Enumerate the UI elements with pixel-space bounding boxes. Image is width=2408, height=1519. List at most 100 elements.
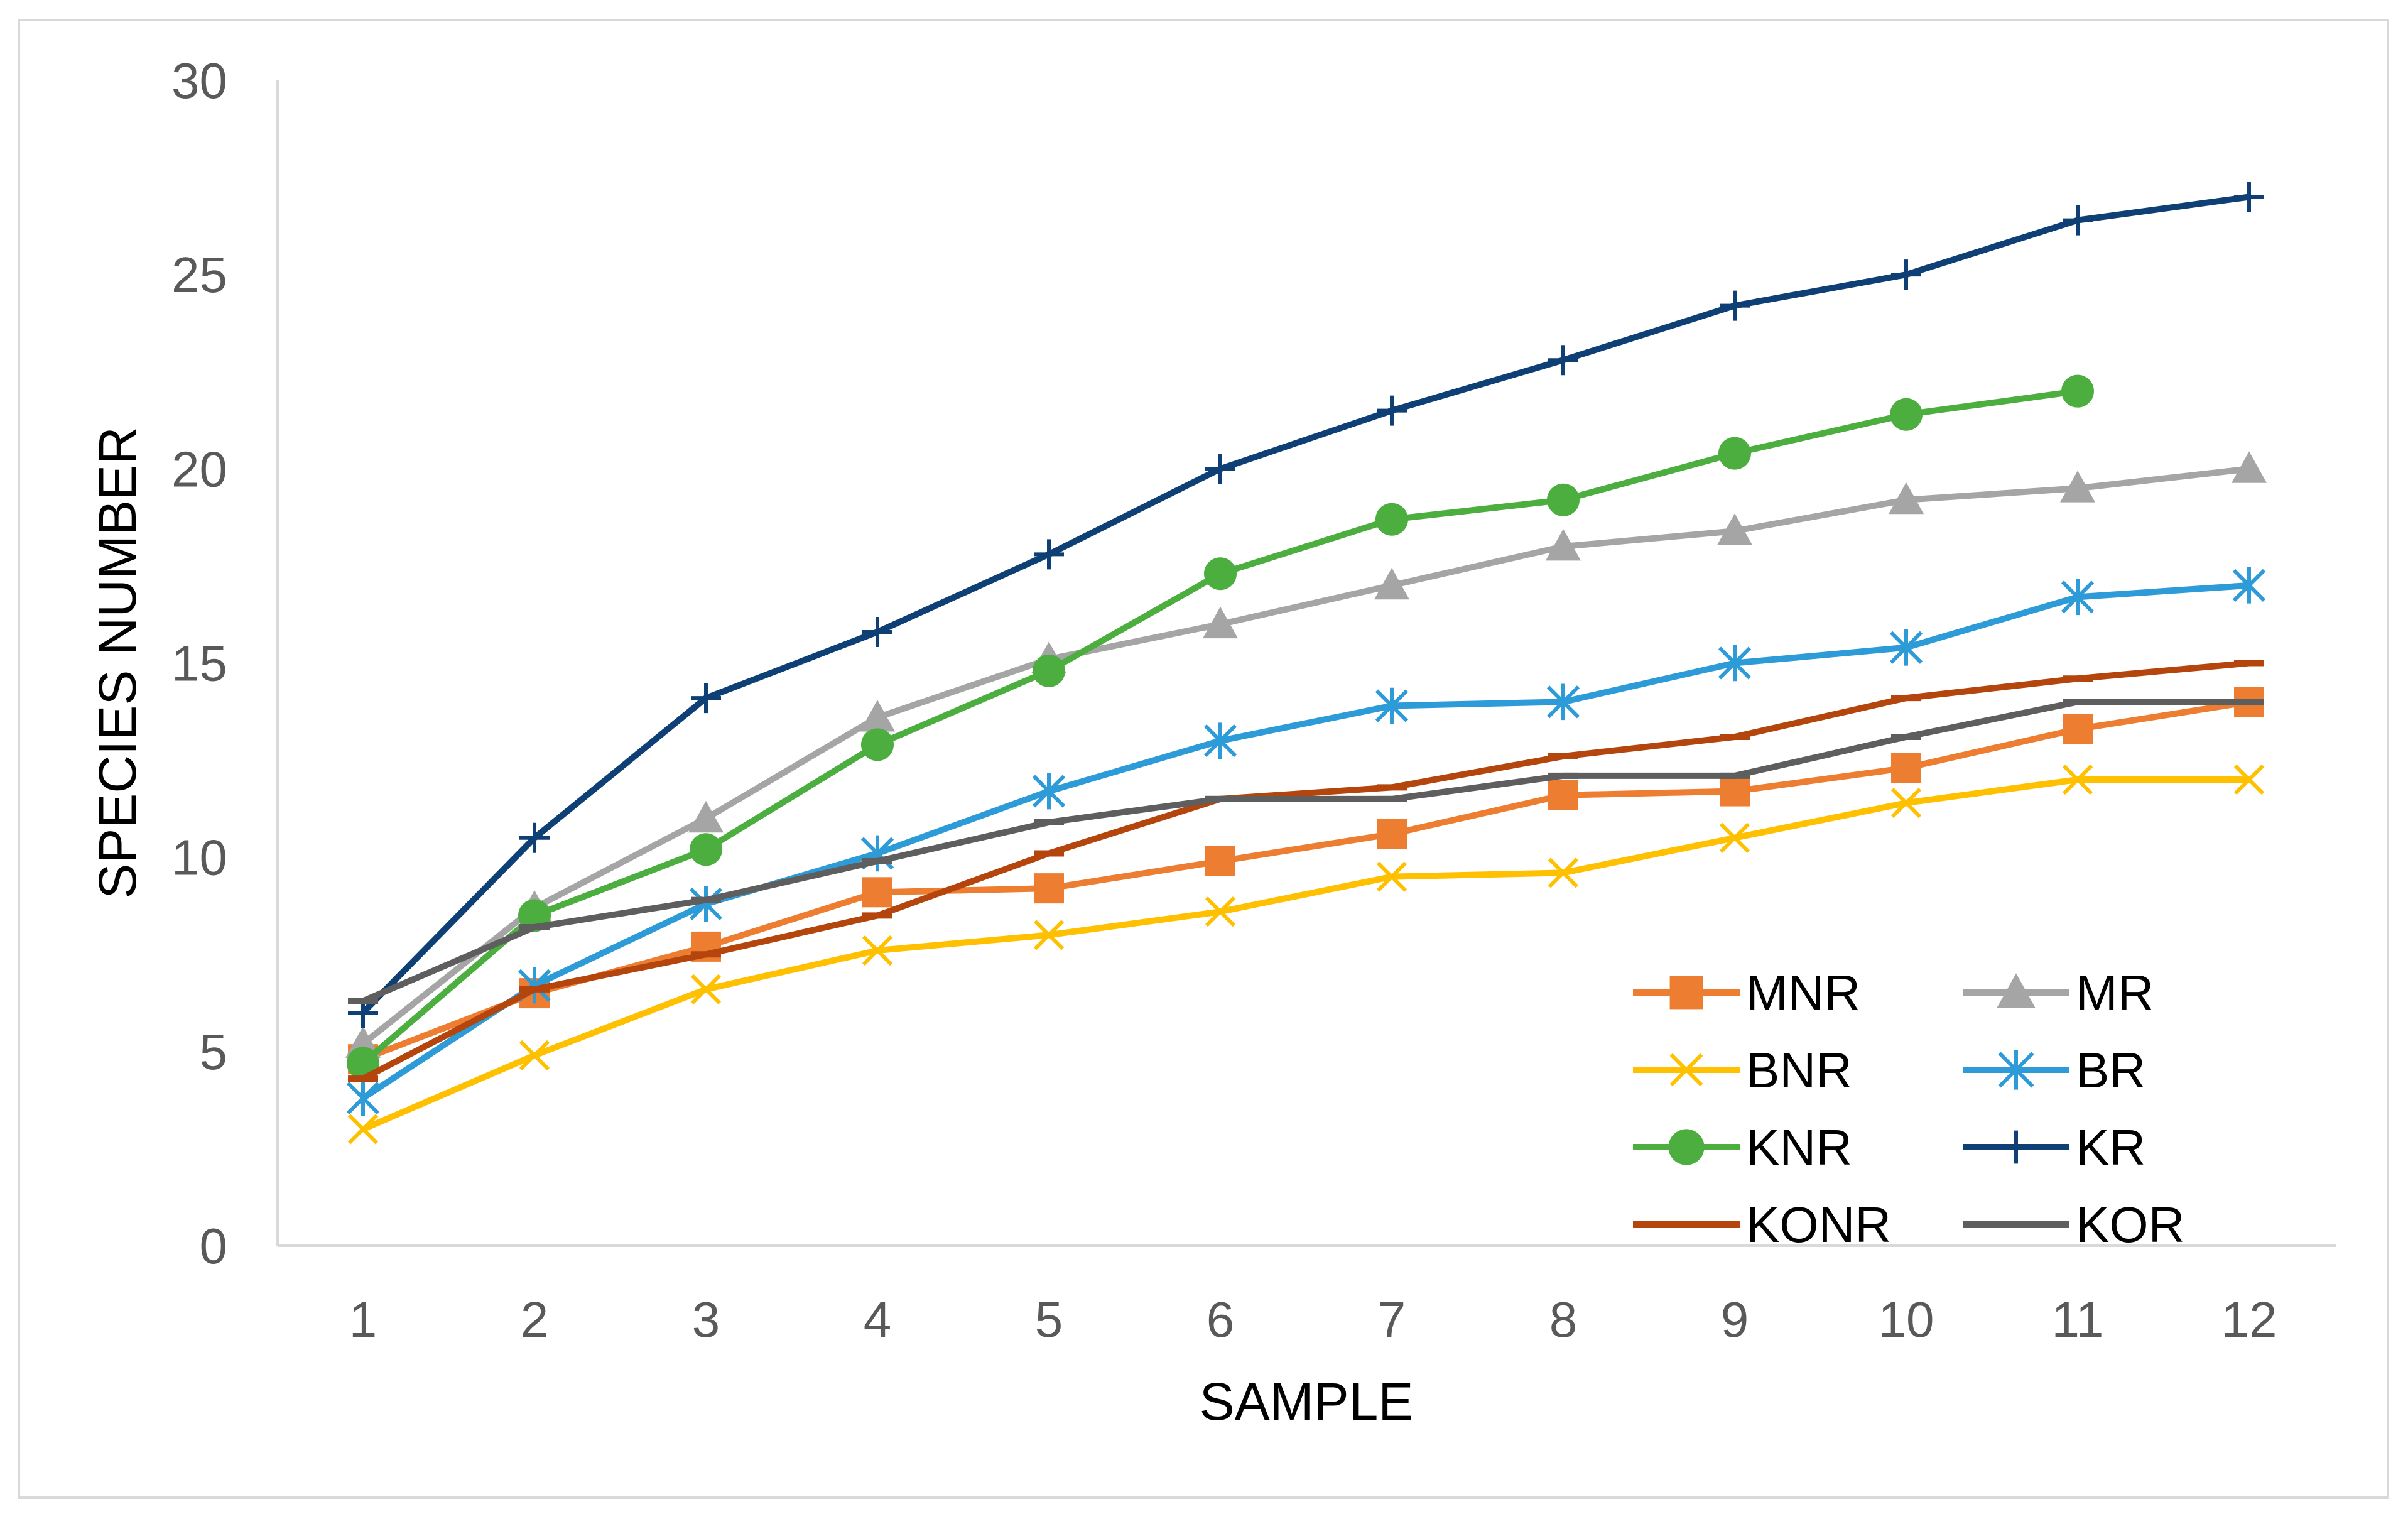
series-kr [348, 182, 2264, 1028]
data-point-kr [1891, 259, 1921, 290]
legend-marker [1669, 1053, 1703, 1087]
data-point-mr [2060, 471, 2095, 503]
legend-item-knr: KNR [1633, 1119, 1852, 1175]
x-axis-title: SAMPLE [1200, 1372, 1414, 1431]
data-point-mnr [1034, 873, 1064, 904]
data-point-mr [1203, 606, 1238, 639]
x-tick-label: 8 [1549, 1292, 1578, 1348]
data-point-mr [1717, 513, 1752, 545]
y-tick-label: 10 [171, 830, 227, 886]
data-point-mnr [1548, 780, 1578, 810]
data-point-kr [2234, 182, 2264, 212]
legend-item-br: BR [1963, 1042, 2145, 1098]
legend-label: KR [2076, 1119, 2145, 1175]
x-tick-label: 2 [521, 1292, 549, 1348]
data-point-br [346, 1080, 380, 1116]
legend-label: KNR [1746, 1119, 1852, 1175]
data-point-mnr [862, 877, 892, 908]
legend-item-konr: KONR [1633, 1197, 1891, 1253]
x-tick-label: 6 [1207, 1292, 1235, 1348]
data-point-kr [1377, 395, 1407, 426]
data-point-br [1032, 773, 1066, 810]
legend-item-mnr: MNR [1633, 965, 1860, 1021]
y-tick-label: 15 [171, 636, 227, 692]
data-point-bnr [1890, 787, 1922, 819]
legend-label: MR [2076, 965, 2154, 1021]
series-line-konr [360, 660, 2252, 1082]
data-point-bnr [690, 974, 722, 1005]
data-point-br [1375, 687, 1409, 724]
legend-marker [1669, 976, 1703, 1010]
data-point-kr [1548, 345, 1578, 376]
data-point-knr [1547, 483, 1580, 516]
data-point-bnr [1719, 822, 1750, 853]
series-line-bnr [360, 776, 2252, 1133]
data-point-kr [1205, 454, 1235, 484]
series-line-mr [360, 466, 2252, 1047]
data-point-bnr [862, 935, 893, 966]
series-line-br [360, 582, 2252, 1102]
x-tick-label: 9 [1721, 1292, 1749, 1348]
series-line-kr [360, 193, 2252, 1016]
data-point-kr [2063, 205, 2093, 236]
data-point-br [1546, 683, 1580, 721]
y-tick-label: 5 [200, 1024, 228, 1080]
data-point-mnr [1891, 753, 1921, 783]
data-point-br [1718, 645, 1752, 682]
data-point-mnr [1720, 776, 1750, 807]
data-point-bnr [1548, 858, 1579, 888]
series-layer [345, 182, 2267, 1145]
y-tick-label: 25 [171, 247, 227, 303]
data-point-mr [1546, 529, 1581, 561]
data-point-knr [1718, 437, 1751, 470]
data-point-knr [1375, 503, 1408, 536]
data-point-knr [1204, 557, 1237, 591]
legend-item-kr: KR [1963, 1119, 2145, 1175]
x-tick-label: 10 [1879, 1292, 1934, 1348]
data-point-knr [2061, 374, 2094, 408]
legend-marker [1997, 973, 2036, 1008]
legend-label: BNR [1746, 1042, 1852, 1098]
legend-label: BR [2076, 1042, 2145, 1098]
data-point-mr [688, 800, 724, 833]
data-point-br [2061, 579, 2095, 616]
data-point-kr [862, 617, 892, 648]
legend-item-kor: KOR [1963, 1197, 2184, 1253]
x-tick-label: 1 [349, 1292, 377, 1348]
data-point-knr [1033, 654, 1065, 687]
legend-item-bnr: BNR [1633, 1042, 1852, 1098]
data-point-kr [691, 683, 721, 714]
y-tick-label: 0 [200, 1218, 228, 1274]
legend-label: KOR [2076, 1197, 2184, 1253]
legend-label: KONR [1746, 1197, 1891, 1253]
chart-frame [18, 19, 2389, 1499]
data-point-br [2232, 567, 2266, 604]
series-line-kor [360, 699, 2252, 1004]
x-tick-label: 12 [2221, 1292, 2277, 1348]
legend-label: MNR [1746, 965, 1860, 1021]
data-point-knr [1890, 398, 1923, 431]
data-point-bnr [1205, 896, 1236, 927]
y-tick-label: 30 [171, 53, 227, 109]
series-konr [348, 660, 2264, 1082]
data-point-kr [1720, 290, 1750, 321]
series-line-mnr [360, 699, 2252, 1063]
data-point-mr [1889, 482, 1924, 514]
data-point-knr [690, 833, 722, 866]
data-point-kr [519, 822, 550, 853]
x-tick-label: 7 [1378, 1292, 1406, 1348]
data-point-bnr [1033, 920, 1065, 950]
data-point-br [689, 886, 723, 922]
legend: MNR MR BNR BR KNR KR KONR KOR [1633, 965, 2184, 1253]
legend-marker [1998, 1050, 2034, 1090]
data-point-br [1203, 722, 1237, 759]
data-point-br [1889, 629, 1923, 666]
series-kor [348, 699, 2264, 1004]
data-point-knr [861, 728, 894, 761]
data-point-mr [1374, 567, 1409, 600]
data-point-mnr [1377, 819, 1407, 849]
y-tick-label: 20 [171, 441, 227, 497]
data-point-bnr [347, 1114, 379, 1145]
x-tick-label: 4 [864, 1292, 892, 1348]
